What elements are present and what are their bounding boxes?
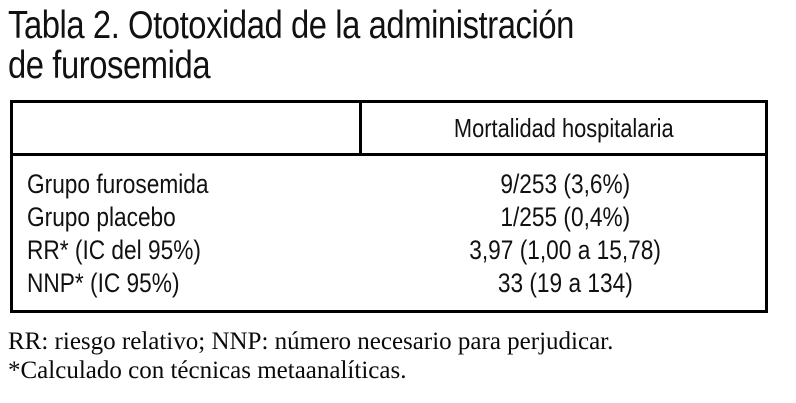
row-label: Grupo placebo <box>27 202 176 232</box>
row-value: 33 (19 a 134) <box>497 268 633 298</box>
table-body: Grupo furosemida 9/253 (3,6%) Grupo plac… <box>13 156 765 310</box>
row-value-cell: 3,97 (1,00 a 15,78) <box>365 235 765 266</box>
row-label: Grupo furosemida <box>27 169 209 199</box>
header-cell-mortalidad: Mortalidad hospitalaria <box>362 103 765 153</box>
row-label-cell: NNP* (IC 95%) <box>13 268 365 299</box>
row-label: NNP* (IC 95%) <box>27 268 180 298</box>
table-row: Grupo placebo 1/255 (0,4%) <box>13 201 765 234</box>
row-value-cell: 9/253 (3,6%) <box>365 169 765 200</box>
row-label-cell: Grupo furosemida <box>13 169 365 200</box>
row-value-cell: 1/255 (0,4%) <box>365 202 765 233</box>
table-row: NNP* (IC 95%) 33 (19 a 134) <box>13 267 765 300</box>
footnote-asterisk: *Calculado con técnicas metaanalíticas. <box>8 357 407 384</box>
table-row: Grupo furosemida 9/253 (3,6%) <box>13 168 765 201</box>
data-table: Mortalidad hospitalaria Grupo furosemida… <box>10 100 768 313</box>
header-label: Mortalidad hospitalaria <box>453 112 674 143</box>
row-label-cell: RR* (IC del 95%) <box>13 235 365 266</box>
row-value: 9/253 (3,6%) <box>500 169 630 199</box>
table-header-row: Mortalidad hospitalaria <box>13 103 765 156</box>
table-title-line1: Tabla 2. Ototoxidad de la administración <box>8 4 574 47</box>
row-label: RR* (IC del 95%) <box>27 235 201 265</box>
footnotes: RR: riesgo relativo; NNP: número necesar… <box>8 327 613 385</box>
table-title: Tabla 2. Ototoxidad de la administración… <box>8 6 682 86</box>
table-title-line2: de furosemida <box>8 44 211 87</box>
row-value-cell: 33 (19 a 134) <box>365 268 765 299</box>
header-cell-blank <box>13 103 362 153</box>
table-row: RR* (IC del 95%) 3,97 (1,00 a 15,78) <box>13 234 765 267</box>
footnote-abbreviations: RR: riesgo relativo; NNP: número necesar… <box>8 328 614 355</box>
row-value: 1/255 (0,4%) <box>500 202 630 232</box>
row-value: 3,97 (1,00 a 15,78) <box>469 235 661 265</box>
row-label-cell: Grupo placebo <box>13 202 365 233</box>
